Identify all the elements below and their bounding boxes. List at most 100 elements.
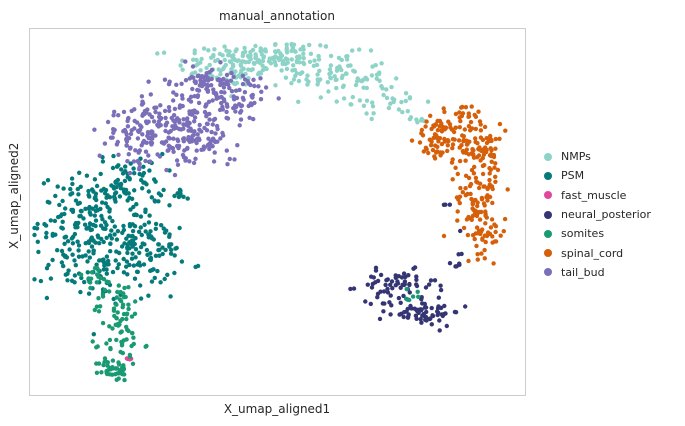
legend-label: PSM: [561, 169, 585, 183]
point-spinal_cord: [474, 243, 479, 249]
point-spinal_cord: [493, 224, 499, 229]
point-NMPs: [327, 67, 333, 72]
point-PSM: [70, 181, 75, 187]
point-NMPs: [407, 95, 413, 100]
point-PSM: [77, 170, 82, 175]
point-NMPs: [364, 98, 370, 103]
point-PSM: [89, 244, 95, 249]
point-PSM: [62, 206, 68, 211]
point-PSM: [83, 206, 88, 211]
point-spinal_cord: [466, 258, 471, 264]
point-tail_bud: [145, 107, 150, 112]
point-somites: [78, 272, 84, 277]
point-NMPs: [293, 49, 298, 54]
point-PSM: [112, 224, 118, 229]
point-spinal_cord: [505, 187, 510, 192]
point-spinal_cord: [463, 158, 468, 163]
point-spinal_cord: [469, 217, 474, 222]
point-PSM: [109, 228, 114, 233]
point-PSM: [113, 258, 118, 263]
point-PSM: [84, 173, 90, 178]
point-tail_bud: [191, 132, 196, 138]
point-somites: [104, 279, 110, 284]
point-neural_posterior: [388, 293, 393, 298]
legend-marker: [544, 191, 552, 200]
point-tail_bud: [227, 85, 232, 91]
point-neural_posterior: [368, 301, 373, 307]
point-neural_posterior: [458, 228, 463, 234]
point-NMPs: [234, 47, 239, 52]
point-PSM: [138, 296, 144, 301]
legend-label: fast_muscle: [561, 188, 627, 202]
point-tail_bud: [197, 122, 202, 128]
point-NMPs: [368, 48, 374, 53]
point-PSM: [141, 164, 146, 169]
point-tail_bud: [211, 138, 217, 143]
point-tail_bud: [233, 109, 238, 114]
point-somites: [98, 304, 103, 309]
series-neural_posterior: [348, 202, 468, 333]
point-tail_bud: [247, 115, 252, 121]
point-tail_bud: [178, 103, 184, 109]
chart-title: manual_annotation: [219, 9, 335, 23]
point-neural_posterior: [381, 289, 387, 294]
point-neural_posterior: [457, 261, 462, 266]
point-neural_posterior: [388, 312, 393, 317]
point-NMPs: [353, 82, 359, 88]
point-tail_bud: [162, 108, 168, 114]
point-spinal_cord: [477, 119, 483, 124]
point-tail_bud: [153, 133, 158, 138]
point-spinal_cord: [428, 113, 433, 119]
point-tail_bud: [258, 76, 263, 81]
point-tail_bud: [138, 123, 143, 128]
point-PSM: [57, 202, 62, 208]
point-NMPs: [307, 59, 313, 64]
point-spinal_cord: [453, 111, 459, 117]
point-PSM: [76, 248, 81, 253]
point-somites: [92, 266, 98, 271]
point-tail_bud: [171, 113, 177, 118]
point-tail_bud: [125, 159, 130, 164]
point-NMPs: [283, 75, 289, 80]
point-neural_posterior: [369, 274, 374, 279]
point-spinal_cord: [503, 128, 508, 133]
point-somites: [114, 295, 120, 300]
point-PSM: [122, 241, 127, 246]
point-PSM: [85, 270, 91, 275]
point-PSM: [50, 233, 55, 238]
point-tail_bud: [221, 85, 227, 90]
point-tail_bud: [158, 115, 164, 121]
point-neural_posterior: [407, 282, 412, 288]
point-PSM: [168, 294, 173, 299]
point-tail_bud: [206, 99, 212, 105]
point-spinal_cord: [469, 104, 474, 109]
point-spinal_cord: [469, 196, 474, 202]
point-spinal_cord: [464, 217, 470, 222]
point-tail_bud: [171, 136, 176, 141]
point-NMPs: [332, 74, 337, 79]
point-NMPs: [292, 67, 298, 73]
point-spinal_cord: [433, 143, 438, 148]
point-spinal_cord: [439, 141, 445, 147]
point-PSM: [141, 262, 147, 267]
point-tail_bud: [116, 113, 121, 118]
point-tail_bud: [115, 139, 121, 145]
point-spinal_cord: [432, 156, 438, 161]
point-neural_posterior: [453, 310, 459, 315]
point-spinal_cord: [478, 128, 484, 133]
point-NMPs: [380, 86, 385, 91]
point-tail_bud: [207, 146, 212, 152]
point-NMPs: [222, 44, 227, 49]
point-NMPs: [305, 82, 310, 87]
series-somites: [78, 265, 421, 383]
point-somites: [404, 286, 409, 292]
point-NMPs: [334, 85, 339, 91]
point-tail_bud: [146, 153, 151, 158]
point-tail_bud: [196, 88, 202, 93]
point-somites: [415, 289, 420, 294]
point-NMPs: [255, 59, 260, 64]
point-somites: [144, 343, 149, 349]
point-NMPs: [388, 101, 393, 106]
point-tail_bud: [139, 94, 145, 99]
point-spinal_cord: [475, 257, 480, 262]
